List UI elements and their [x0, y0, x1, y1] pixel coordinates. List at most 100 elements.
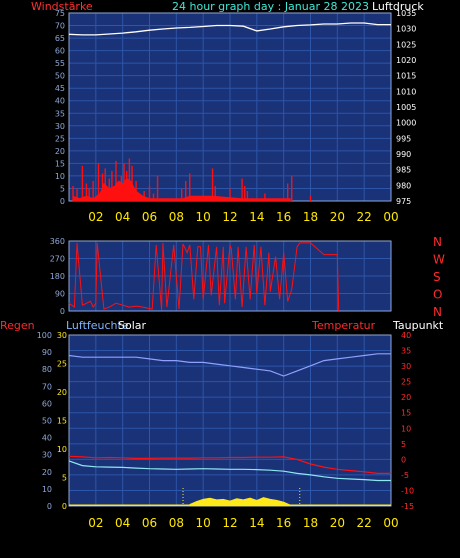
- pressure-y-tick: 1015: [396, 72, 416, 81]
- temperature-y-tick: 30: [401, 362, 411, 371]
- wind-y-tick: 10: [55, 172, 65, 181]
- humidity-inner-y-tick: 10: [57, 445, 67, 454]
- wind-y-tick: 70: [55, 22, 65, 31]
- wind-y-tick: 35: [55, 109, 65, 118]
- humidity-inner-y-tick: 15: [57, 417, 67, 426]
- wind-direction-panel-frame: [68, 240, 392, 312]
- temperature-y-tick: 0: [401, 455, 406, 464]
- x-tick-label: 22: [357, 516, 372, 530]
- x-tick-label: 08: [169, 210, 184, 224]
- wind-direction-line: [68, 242, 340, 312]
- x-tick-label: 16: [276, 516, 291, 530]
- wind-y-tick: 30: [55, 122, 65, 131]
- compass-label: O: [433, 288, 442, 302]
- wind-y-tick: 0: [60, 197, 65, 206]
- x-tick-label: 04: [115, 516, 130, 530]
- taupunkt-label: Taupunkt: [393, 319, 444, 332]
- temperature-y-tick: -15: [401, 502, 414, 511]
- pressure-y-tick: 1010: [396, 87, 416, 96]
- x-tick-label: 20: [330, 210, 345, 224]
- x-tick-label: 18: [303, 516, 318, 530]
- wind-y-tick: 45: [55, 84, 65, 93]
- wind-y-tick: 15: [55, 159, 65, 168]
- humidity-inner-y-tick: 30: [57, 331, 67, 340]
- temperature-y-tick: 5: [401, 440, 406, 449]
- wind-y-tick: 60: [55, 47, 65, 56]
- luftdruck-label: Luftdruck: [372, 0, 424, 13]
- temperatur-label: Temperatur: [312, 319, 376, 332]
- pressure-y-tick: 975: [396, 197, 411, 206]
- direction-y-tick: 90: [55, 290, 65, 299]
- temperature-y-tick: -10: [401, 486, 414, 495]
- pressure-y-tick: 1005: [396, 103, 416, 112]
- pressure-y-tick: 1025: [396, 40, 416, 49]
- wind-y-tick: 75: [55, 9, 65, 18]
- compass-label: S: [433, 270, 441, 284]
- pressure-y-tick: 1030: [396, 25, 416, 34]
- humidity-inner-y-tick: 5: [62, 474, 67, 483]
- rain-y-tick: 100: [37, 331, 52, 340]
- x-tick-label: 10: [196, 516, 211, 530]
- rain-y-tick: 10: [42, 485, 52, 494]
- wind-y-tick: 50: [55, 72, 65, 81]
- wind-area: [72, 178, 291, 202]
- x-tick-label: 00: [383, 210, 398, 224]
- rain-y-tick: 70: [42, 382, 52, 391]
- humidity-inner-y-tick: 25: [57, 360, 67, 369]
- pressure-y-tick: 995: [396, 134, 411, 143]
- direction-y-tick: 0: [60, 307, 65, 316]
- humidity-inner-y-tick: 20: [57, 388, 67, 397]
- humidity-line: [68, 353, 391, 377]
- x-tick-label: 12: [222, 516, 237, 530]
- temperature-y-tick: 10: [401, 424, 411, 433]
- temperature-line: [68, 455, 391, 474]
- x-tick-label: 08: [169, 516, 184, 530]
- x-tick-label: 04: [115, 210, 130, 224]
- x-tick-label: 12: [222, 210, 237, 224]
- wind-y-tick: 65: [55, 34, 65, 43]
- pressure-y-tick: 980: [396, 181, 411, 190]
- rain-y-tick: 50: [42, 417, 52, 426]
- wind-y-tick: 20: [55, 147, 65, 156]
- rain-y-tick: 20: [42, 468, 52, 477]
- temperature-y-tick: -5: [401, 471, 409, 480]
- x-tick-label: 02: [88, 516, 103, 530]
- pressure-y-tick: 990: [396, 150, 411, 159]
- compass-label: N: [433, 305, 442, 319]
- compass-label: W: [433, 253, 445, 267]
- direction-y-tick: 360: [50, 237, 65, 246]
- temperature-y-tick: 25: [401, 378, 411, 387]
- temperature-y-tick: 35: [401, 347, 411, 356]
- wind-y-tick: 25: [55, 134, 65, 143]
- rain-y-tick: 90: [42, 348, 52, 357]
- x-tick-label: 06: [142, 210, 157, 224]
- x-tick-label: 02: [88, 210, 103, 224]
- pressure-y-tick: 985: [396, 166, 411, 175]
- x-tick-label: 18: [303, 210, 318, 224]
- wind-y-tick: 40: [55, 97, 65, 106]
- rain-y-tick: 30: [42, 451, 52, 460]
- regen-label: Regen: [0, 319, 35, 332]
- pressure-y-tick: 1020: [396, 56, 416, 65]
- wind-y-tick: 55: [55, 59, 65, 68]
- x-tick-label: 14: [249, 210, 264, 224]
- chart-date-title: 24 hour graph day : Januar 28 2023: [172, 0, 369, 13]
- rain-y-tick: 40: [42, 434, 52, 443]
- x-tick-label: 10: [196, 210, 211, 224]
- x-tick-label: 16: [276, 210, 291, 224]
- direction-y-tick: 180: [50, 272, 65, 281]
- wind-y-tick: 5: [60, 184, 65, 193]
- pressure-y-tick: 1035: [396, 9, 416, 18]
- solar-label: Solar: [118, 319, 147, 332]
- rain-y-tick: 0: [47, 502, 52, 511]
- rain-y-tick: 80: [42, 365, 52, 374]
- temperature-y-tick: 20: [401, 393, 411, 402]
- luftfeuchte-label: Luftfeuchte: [66, 319, 129, 332]
- pressure-y-tick: 1000: [396, 119, 416, 128]
- temperature-y-tick: 40: [401, 331, 411, 340]
- x-tick-label: 00: [383, 516, 398, 530]
- rain-y-tick: 60: [42, 399, 52, 408]
- direction-y-tick: 270: [50, 255, 65, 264]
